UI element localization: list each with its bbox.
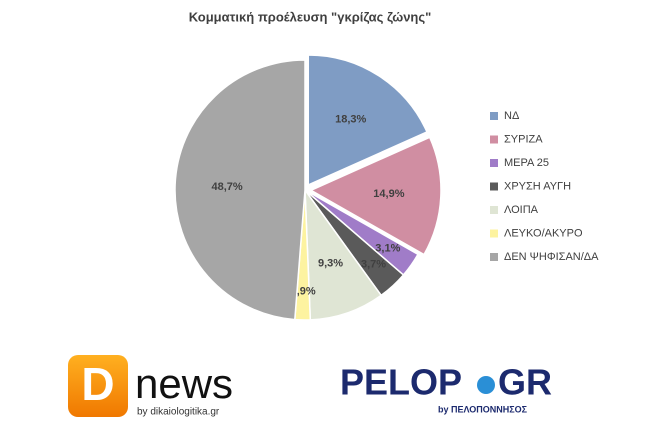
legend-label: ΝΔ — [504, 110, 520, 122]
legend-swatch — [490, 253, 498, 261]
logo-tagline: by ΠΕΛΟΠΟΝΝΗΣΟΣ — [438, 404, 528, 414]
logo-box — [68, 355, 128, 417]
slice — [174, 59, 306, 321]
dnews-logo: D news by dikaiologitika.gr — [68, 355, 233, 418]
legend-label: ΔΕΝ ΨΗΦΙΣΑΝ/ΔΑ — [504, 251, 599, 263]
pelop-logo: PELOP GR by ΠΕΛΟΠΟΝΝΗΣΟΣ — [340, 362, 552, 415]
legend-label: ΣΥΡΙΖΑ — [504, 133, 543, 145]
logo-left: PELOP — [340, 362, 462, 403]
legend-swatch — [490, 229, 498, 238]
legend-label: ΧΡΥΣΗ ΑΥΓΗ — [504, 180, 571, 192]
data-label: 9,3% — [318, 258, 343, 270]
data-label: 48,7% — [211, 181, 242, 193]
logo-right: GR — [498, 362, 552, 403]
logo-letter: D — [81, 358, 114, 410]
data-label: 18,3% — [335, 113, 366, 125]
data-label: 3,7% — [361, 259, 386, 271]
data-label: 14,9% — [373, 188, 404, 200]
data-label: 3,1% — [375, 242, 400, 254]
logo-name: news — [135, 360, 233, 407]
legend-label: ΜΕΡΑ 25 — [504, 157, 549, 169]
pie: 18,3%14,9%3,1%3,7%9,3%1,9%48,7% — [174, 54, 442, 321]
slice — [304, 187, 383, 321]
legend-label: ΛΟΙΠΑ — [504, 204, 539, 216]
legend-label: ΛΕΥΚΟ/ΑΚΥΡΟ — [504, 227, 583, 239]
logo-tagline: by dikaiologitika.gr — [137, 407, 220, 418]
chart-title: Κομματική προέλευση "γκρίζας ζώνης" — [189, 9, 432, 24]
legend-swatch — [490, 182, 498, 191]
legend-swatch — [490, 206, 498, 214]
slice — [309, 136, 442, 256]
legend: ΝΔ ΣΥΡΙΖΑ ΜΕΡΑ 25 ΧΡΥΣΗ ΑΥΓΗ ΛΟΙΠΑ ΛΕΥΚΟ/ΑΚΥΡ… — [490, 110, 599, 263]
slice — [307, 54, 428, 187]
legend-swatch — [490, 159, 498, 167]
legend-swatch — [490, 112, 498, 120]
logo-dot — [477, 376, 495, 394]
legend-swatch — [490, 135, 498, 144]
